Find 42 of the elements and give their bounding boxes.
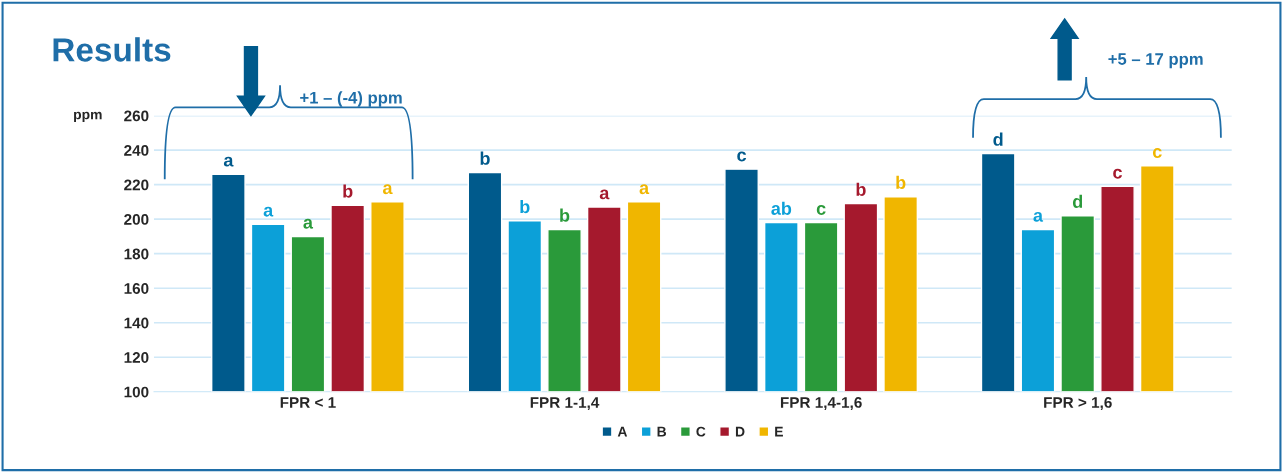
- text: +1 – (-4) ppm: [300, 91, 402, 107]
- text: +5 – 17 ppm: [1108, 53, 1203, 69]
- data-label: c: [1113, 168, 1122, 179]
- data-label: b: [856, 182, 866, 196]
- y-tick-label: 180: [124, 248, 149, 260]
- data-label: a: [382, 184, 393, 195]
- y-tick-label: 140: [124, 317, 149, 329]
- data-label: a: [263, 206, 274, 217]
- y-tick-label: 260: [124, 110, 149, 122]
- data-label: a: [303, 218, 314, 229]
- y-tick-label: 240: [124, 145, 149, 156]
- y-tick-label: 160: [124, 283, 149, 294]
- legend-label: A: [617, 426, 628, 437]
- data-label: d: [1072, 194, 1083, 208]
- data-label: a: [639, 184, 650, 195]
- y-tick-label: 100: [124, 386, 149, 398]
- y-axis-title: ppm: [74, 111, 102, 123]
- legend-label: D: [735, 426, 745, 437]
- legend-label: C: [696, 426, 706, 437]
- data-label: b: [896, 175, 906, 190]
- data-label: b: [480, 151, 490, 165]
- legend-label: E: [775, 426, 783, 437]
- data-label: a: [1033, 211, 1044, 222]
- y-tick-label: 120: [124, 352, 149, 363]
- y-tick-label: 200: [124, 214, 149, 225]
- chart-title: Results: [53, 37, 171, 62]
- data-label: c: [816, 205, 826, 215]
- legend-label: B: [657, 426, 667, 437]
- data-label: c: [737, 151, 747, 162]
- data-label: b: [520, 199, 530, 214]
- x-tick-label: FPR < 1: [280, 397, 336, 408]
- data-label: d: [993, 132, 1003, 146]
- data-label: b: [343, 184, 353, 198]
- x-tick-label: FPR 1-1,4: [530, 397, 600, 411]
- data-label: a: [599, 189, 610, 200]
- data-label: ab: [771, 201, 792, 215]
- data-label: c: [1152, 148, 1162, 158]
- x-tick-label: FPR 1,4-1,6: [780, 397, 862, 411]
- data-label: a: [223, 156, 234, 167]
- y-tick-label: 220: [124, 179, 149, 191]
- data-label: b: [560, 208, 570, 222]
- x-tick-label: FPR > 1,6: [1044, 397, 1112, 411]
